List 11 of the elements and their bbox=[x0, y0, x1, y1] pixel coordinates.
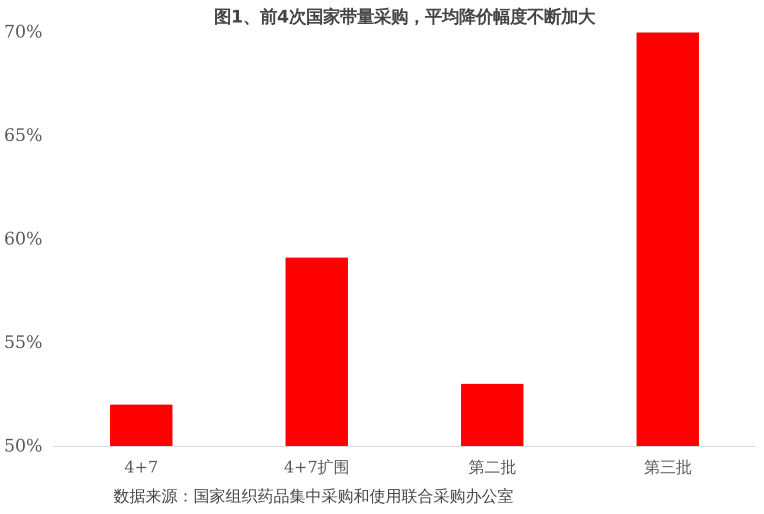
chart-title: 图1、前4次国家带量采购，平均降价幅度不断加大 bbox=[214, 8, 596, 28]
x-tick-label: 4+7扩围 bbox=[284, 458, 350, 476]
y-tick-label: 50% bbox=[4, 436, 42, 456]
y-tick-label: 55% bbox=[4, 333, 42, 353]
y-tick-label: 60% bbox=[4, 230, 42, 250]
source-note: 数据来源：国家组织药品集中采购和使用联合采购办公室 bbox=[114, 486, 514, 506]
y-tick-label: 65% bbox=[4, 126, 42, 146]
x-tick-label: 第二批 bbox=[468, 458, 516, 476]
y-tick-label: 70% bbox=[4, 22, 42, 42]
x-tick-label: 4+7 bbox=[124, 458, 158, 476]
x-tick-label: 第三批 bbox=[644, 458, 692, 476]
